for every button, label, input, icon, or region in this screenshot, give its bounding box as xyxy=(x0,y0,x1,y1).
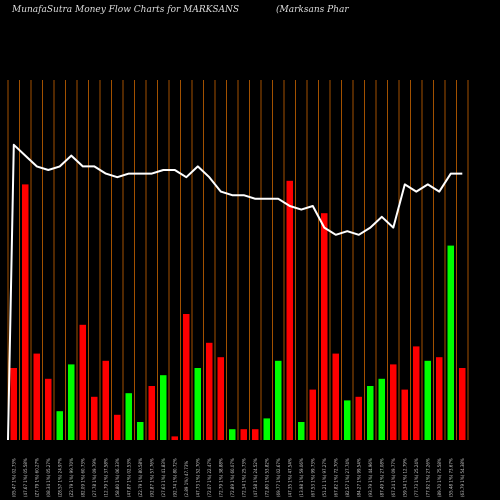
x-tick-label: (93.79 1%) 44.96% xyxy=(368,458,373,497)
money-flow-bar xyxy=(286,180,293,441)
money-flow-bar xyxy=(344,400,351,440)
x-tick-label: (47.87 1%) 02.53% xyxy=(126,458,131,497)
money-flow-bar xyxy=(45,378,52,440)
chart-title: MunafaSutra Money Flow Charts for MARKSA… xyxy=(12,5,240,15)
money-flow-bar xyxy=(321,213,328,440)
x-tick-label: (72.80 1%) 53.82% xyxy=(264,458,269,497)
money-flow-bar xyxy=(79,324,86,440)
money-flow-bar xyxy=(183,314,190,440)
money-flow-bar xyxy=(10,368,17,440)
x-tick-label: (08.34 1%) 05.27% xyxy=(46,458,51,497)
money-flow-bar xyxy=(22,184,29,440)
x-tick-label: (27.78 1%) 09.79% xyxy=(92,458,97,497)
money-flow-bar xyxy=(298,422,305,440)
x-tick-label: (47.67 1%) 05.58% xyxy=(23,458,28,497)
money-flow-bar xyxy=(459,368,466,440)
money-flow-bar xyxy=(252,429,259,440)
x-tick-label: (51.21 1%) 97.27% xyxy=(322,458,327,497)
x-tick-label: (58.80 1%) 06.33% xyxy=(115,458,120,497)
money-flow-bar xyxy=(171,436,178,440)
x-tick-label: (12.79 1%) 37.58% xyxy=(103,458,108,497)
x-tick-label: (89.70 1%) 75.58% xyxy=(437,458,442,497)
money-flow-bar xyxy=(263,418,270,440)
x-tick-label: (67.53 1%) 99.73% xyxy=(310,458,315,497)
money-flow-bar xyxy=(91,396,98,440)
x-tick-label: (69.77 1%) 02.67% xyxy=(276,458,281,497)
money-flow-bar xyxy=(401,389,408,440)
money-flow-bar xyxy=(160,375,167,440)
money-flow-bar xyxy=(229,429,236,440)
x-tick-label: (63.79 1%) 54.38% xyxy=(460,458,465,497)
money-flow-bar xyxy=(447,245,454,440)
x-tick-label: (92.74 1%) 80.72% xyxy=(172,458,177,497)
money-flow-bar xyxy=(68,364,75,440)
money-flow-bar xyxy=(367,386,374,440)
money-flow-bar xyxy=(275,360,282,440)
x-tick-label: (72.34 1%) 25.73% xyxy=(241,458,246,497)
x-tick-label: (77.92 1%) 27.26% xyxy=(425,458,430,497)
x-tick-label: (72.89 1%) 60.07% xyxy=(230,458,235,497)
x-tick-label: (47.35 1%) 47.54% xyxy=(287,458,292,497)
money-flow-line xyxy=(7,143,463,441)
x-tick-label: (87.49 1%) 27.08% xyxy=(379,458,384,497)
money-flow-bar xyxy=(378,378,385,440)
x-tick-label: (92.87 1%) 57.76% xyxy=(149,458,154,497)
x-tick-label: (82.57 1%) 27.74% xyxy=(345,458,350,497)
x-tick-label: (72.07 1%) 22.47% xyxy=(207,458,212,497)
x-tick-label: (72.79 1%) 38.88% xyxy=(218,458,223,497)
x-tick-label: (84.27 1%) 99.54% xyxy=(356,458,361,497)
x-tick-label: (67.82 1%) 72.70% xyxy=(333,458,338,497)
money-flow-bar xyxy=(240,429,247,440)
x-tick-label: (82.09 1%) 60.73% xyxy=(80,458,85,497)
money-flow-bar xyxy=(217,357,224,440)
x-tick-label: (2.89 1%) 47.73% xyxy=(184,461,189,497)
x-tick-label: (59.34 1%) 12.79% xyxy=(402,458,407,497)
money-flow-bar xyxy=(125,393,132,440)
money-flow-bar xyxy=(56,411,63,440)
x-tick-label: (Z2.79 1%) 80.58% xyxy=(138,458,143,497)
money-flow-bar xyxy=(148,386,155,440)
money-flow-bar xyxy=(436,357,443,440)
money-flow-bar xyxy=(33,353,40,440)
money-flow-bar xyxy=(206,342,213,440)
x-tick-label: (13.98 1%) 59.06% xyxy=(299,458,304,497)
money-flow-bar xyxy=(194,368,201,440)
money-flow-bar xyxy=(309,389,316,440)
x-tick-label: (47.58 1%) 24.52% xyxy=(253,458,258,497)
money-flow-bar xyxy=(390,364,397,440)
money-flow-bar xyxy=(137,422,144,440)
money-flow-bar xyxy=(102,360,109,440)
x-tick-label: (27.63 1%) 41.83% xyxy=(161,458,166,497)
money-flow-bar xyxy=(114,414,121,440)
x-tick-label: (Z2.79 1%) 99.70% xyxy=(69,458,74,497)
money-flow-bar xyxy=(424,360,431,440)
x-tick-label: (Z7.79 1%) 60.27% xyxy=(34,458,39,497)
money-flow-bar xyxy=(332,353,339,440)
chart-title-company: (Marksans Phar xyxy=(276,5,349,15)
x-tick-label: (55.48 1%) 73.67% xyxy=(448,458,453,497)
x-tick-label: (05.47 1%) 02.73% xyxy=(11,458,16,497)
x-tick-label: (Z8.57 1%) 24.97% xyxy=(57,458,62,497)
money-flow-bar xyxy=(413,346,420,440)
x-tick-label: (47.73 1%) 52.70% xyxy=(195,458,200,497)
x-tick-label: (77.73 1%) 25.24% xyxy=(414,458,419,497)
x-tick-label: (67.24 1%) 09.77% xyxy=(391,458,396,497)
money-flow-bar xyxy=(355,396,362,440)
